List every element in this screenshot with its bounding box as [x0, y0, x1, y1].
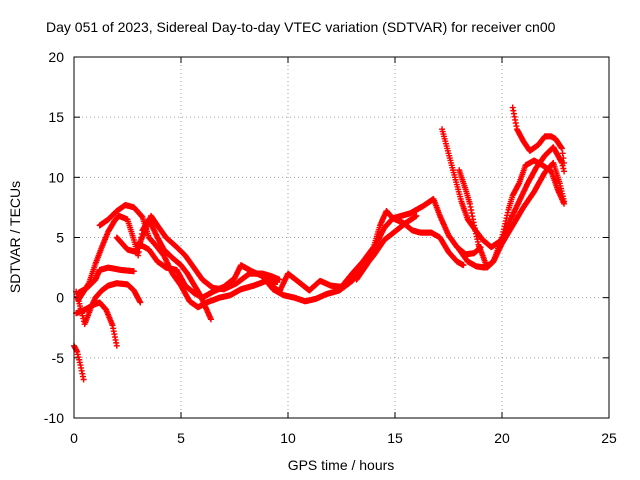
x-tick-label: 0 — [70, 430, 78, 446]
data-point — [79, 312, 86, 319]
y-tick-label: 15 — [48, 109, 64, 125]
data-point — [80, 376, 87, 383]
data-point — [559, 150, 566, 157]
data-point — [558, 145, 565, 152]
data-point — [460, 262, 467, 269]
series-track-5 — [75, 212, 214, 323]
x-tick-label: 10 — [280, 430, 296, 446]
chart-title: Day 051 of 2023, Sidereal Day-to-day VTE… — [46, 19, 556, 35]
y-axis-label: SDTVAR / TECUs — [7, 181, 23, 293]
x-tick-label: 5 — [177, 430, 185, 446]
data-points — [71, 104, 568, 383]
data-point — [276, 276, 283, 283]
x-tick-label: 25 — [601, 430, 617, 446]
data-point — [137, 299, 144, 306]
y-tick-label: 0 — [56, 290, 64, 306]
series-track-10 — [353, 215, 467, 283]
x-tick-labels: 0 5 10 15 20 25 — [70, 430, 617, 446]
series-track-14 — [456, 159, 568, 271]
data-point — [561, 159, 568, 166]
y-tick-label: 5 — [56, 230, 64, 246]
data-point — [413, 212, 420, 219]
plot-frame — [73, 56, 610, 419]
series-track-13 — [509, 104, 568, 166]
data-point — [560, 155, 567, 162]
y-tick-label: 20 — [48, 49, 64, 65]
data-point — [207, 316, 214, 323]
x-tick-label: 15 — [387, 430, 403, 446]
data-point — [113, 342, 120, 349]
data-point — [560, 165, 567, 172]
y-tick-labels: -10 -5 0 5 10 15 20 — [44, 49, 64, 426]
y-tick-label: -5 — [52, 350, 65, 366]
series-track-1 — [71, 342, 87, 383]
data-point — [561, 198, 568, 205]
y-tick-label: -10 — [44, 410, 64, 426]
x-axis-label: GPS time / hours — [288, 457, 395, 473]
data-point — [130, 268, 137, 275]
grid-lines — [74, 57, 609, 418]
data-point — [561, 168, 568, 175]
x-tick-label: 20 — [494, 430, 510, 446]
y-tick-label: 10 — [48, 169, 64, 185]
